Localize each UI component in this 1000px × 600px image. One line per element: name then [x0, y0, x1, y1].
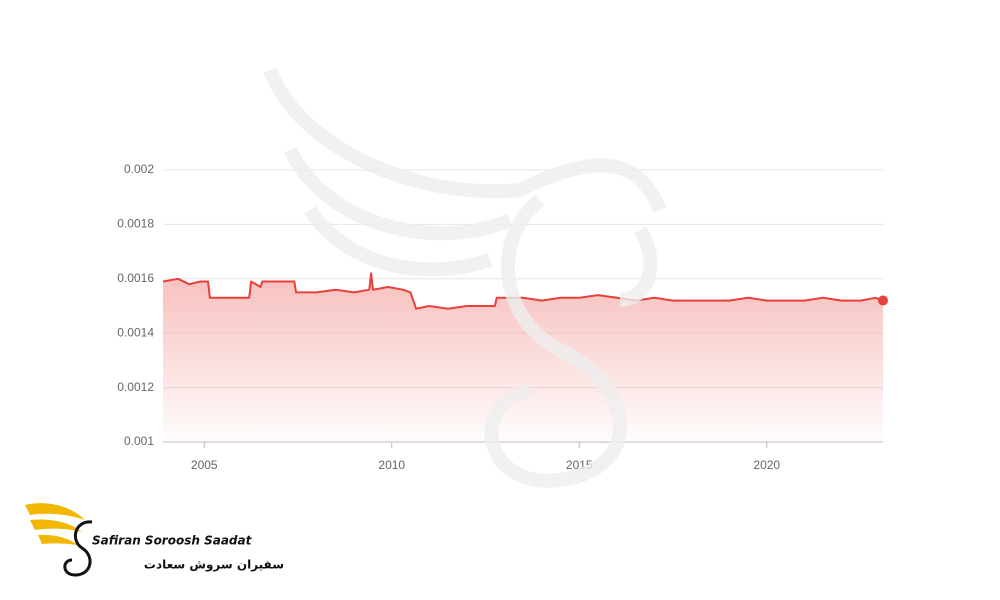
line — [162, 272, 884, 310]
watermark — [263, 67, 667, 488]
y-tick-label: 0.0012 — [117, 380, 154, 394]
logo-wing — [30, 519, 82, 532]
y-tick-label: 0.001 — [124, 434, 154, 448]
area — [163, 273, 883, 442]
x-tick-label: 2020 — [753, 458, 780, 472]
y-tick-label: 0.0014 — [117, 325, 154, 339]
y-tick-label: 0.002 — [124, 162, 154, 176]
x-tick-label: 2010 — [378, 458, 405, 472]
logo-wing — [25, 503, 85, 520]
logo: Safiran Soroosh Saadat سفیران سروش سعادت — [25, 503, 284, 577]
logo-text: Safiran Soroosh Saadat — [92, 534, 253, 548]
end-marker — [878, 295, 888, 306]
logo-s — [63, 520, 93, 577]
y-tick-label: 0.0018 — [117, 217, 154, 231]
x-tick-label: 2005 — [191, 458, 218, 472]
plot-layer — [162, 272, 888, 442]
logo-text-fa: سفیران سروش سعادت — [144, 558, 284, 573]
y-tick-label: 0.0016 — [117, 271, 154, 285]
logo-wing — [38, 534, 78, 545]
